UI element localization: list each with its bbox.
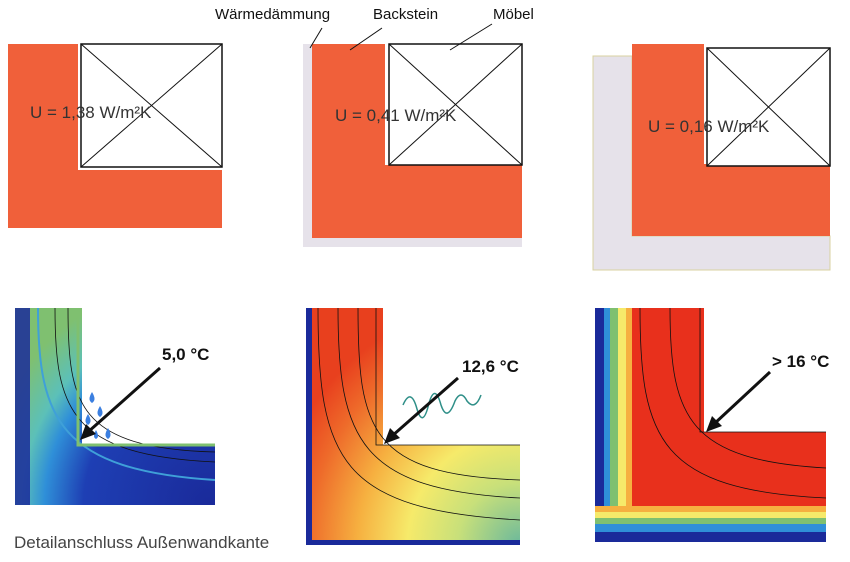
panel-3-temp-arrow — [706, 370, 772, 432]
panel-1-u-value: U = 1,38 W/m²K — [30, 103, 152, 122]
panel-2-section — [303, 43, 523, 247]
panel-2-brick — [312, 44, 522, 238]
panel-2-u-value: U = 0,41 W/m²K — [335, 106, 457, 125]
panel-2-temp-arrow — [384, 376, 459, 444]
furniture-label: Möbel — [493, 6, 534, 23]
panel-3-surface-temp: > 16 °C — [772, 352, 830, 371]
panel-3-section — [592, 44, 831, 271]
panel-1-brick — [8, 44, 222, 228]
insulation-label: Wärmedämmung — [215, 6, 331, 23]
panel-1-surface-temp: 5,0 °C — [162, 345, 210, 364]
panel-1-temp-arrow — [80, 366, 161, 440]
panel-3-thermal-map — [595, 307, 827, 542]
brick-label: Backstein — [373, 6, 439, 23]
panel-2-surface-temp: 12,6 °C — [462, 357, 519, 376]
panel-2-furniture — [388, 43, 523, 166]
panel-1-furniture — [80, 43, 223, 168]
panel-3-furniture — [706, 47, 831, 167]
panel-2-thermal-map — [306, 307, 521, 545]
panel-1-section — [8, 43, 223, 228]
mold-scribble-icon — [402, 392, 482, 419]
water-drops-icon — [85, 392, 111, 439]
panel-3-u-value: U = 0,16 W/m²K — [648, 117, 770, 136]
panel-1-thermal-map — [15, 307, 216, 505]
panel-3-brick — [632, 44, 830, 236]
diagram-caption: Detailanschluss Außenwandkante — [14, 533, 270, 552]
label-leader-lines — [309, 23, 493, 51]
